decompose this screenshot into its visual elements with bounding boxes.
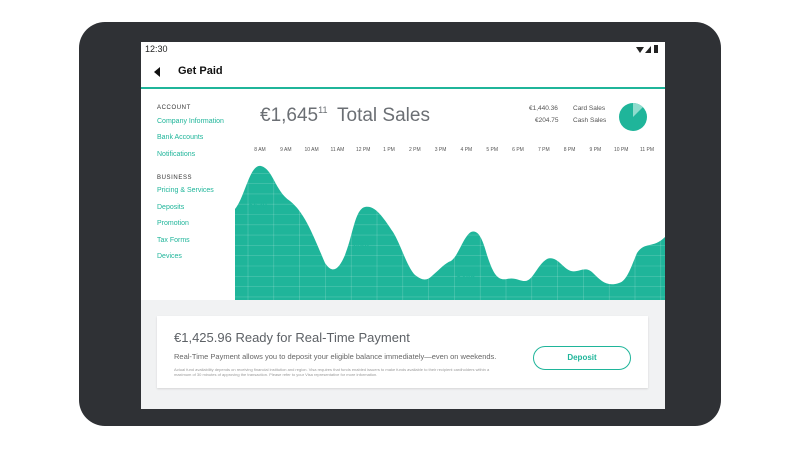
time-label: 4 PM [460, 147, 473, 153]
time-label: 10 PM [613, 147, 629, 153]
time-label: 12 PM [355, 147, 371, 153]
time-label: 11 PM [639, 147, 655, 153]
sidebar-item-devices[interactable]: Devices [157, 253, 182, 260]
time-label: 7 PM [537, 147, 550, 153]
legend-cash-sales-label: Cash Sales [573, 117, 607, 124]
time-label: 9 PM [589, 147, 602, 153]
total-sales-amount: €1,64511 [260, 105, 327, 127]
sales-area-chart [235, 157, 665, 300]
page-title: Get Paid [178, 65, 223, 77]
legend-cash-sales-value: €204.75 [535, 117, 559, 124]
time-label: 8 AM [254, 147, 266, 153]
peak-label-12pm: €382 [353, 240, 371, 249]
time-label: 9 AM [280, 147, 292, 153]
time-label: 5 PM [486, 147, 499, 153]
legend-cash-sales: €204.75 Cash Sales [529, 117, 609, 127]
total-sales-label: Total Sales [337, 105, 430, 126]
time-label: 10 AM [304, 147, 319, 153]
sales-area [235, 165, 665, 300]
sales-panel: €1,64511 Total Sales €1,440.36 Card Sale… [235, 89, 665, 300]
realtime-description: Real-Time Payment allows you to deposit … [174, 352, 497, 361]
sidebar-item-pricing-services[interactable]: Pricing & Services [157, 187, 214, 194]
sidebar-heading-account: ACCOUNT [157, 105, 191, 111]
signal-icon [645, 46, 651, 53]
sidebar-item-deposits[interactable]: Deposits [157, 204, 185, 211]
realtime-title: €1,425.96 Ready for Real-Time Payment [174, 330, 410, 345]
time-axis: 8 AM 9 AM 10 AM 11 AM 12 PM 1 PM 2 PM 3 PM 4 PM 5… [235, 146, 665, 156]
sidebar-item-bank-accounts[interactable]: Bank Accounts [157, 134, 204, 141]
sidebar-heading-business: BUSINESS [157, 175, 193, 181]
legend-card-sales-label: Card Sales [573, 105, 606, 112]
peak-label-4pm: €248 [457, 272, 475, 281]
time-label: 3 PM [434, 147, 447, 153]
wifi-icon [636, 47, 644, 53]
peak-label-8am: €539 [249, 201, 267, 210]
status-time: 12:30 [145, 44, 168, 54]
realtime-payment-card: €1,425.96 Ready for Real-Time Payment Re… [157, 316, 648, 388]
total-sales-main: €1,645 [260, 105, 319, 126]
status-bar: 12:30 [141, 42, 665, 56]
sidebar: ACCOUNT Company Information Bank Account… [141, 89, 235, 300]
sidebar-item-company-information[interactable]: Company Information [157, 118, 224, 125]
deposit-button[interactable]: Deposit [533, 346, 631, 370]
back-arrow-icon[interactable] [151, 65, 165, 79]
time-label: 11 AM [330, 147, 345, 153]
total-sales-cents: 11 [318, 105, 328, 115]
battery-icon [654, 45, 658, 53]
pie-slice-cash-sales [633, 103, 643, 117]
legend-card-sales-value: €1,440.36 [529, 105, 558, 112]
time-label: 1 PM [383, 147, 395, 153]
sidebar-item-notifications[interactable]: Notifications [157, 151, 196, 158]
time-label: 6 PM [512, 147, 524, 153]
realtime-fine-print: Actual fund availability depends on rece… [174, 367, 490, 377]
time-label: 2 PM [408, 147, 421, 153]
realtime-section: €1,425.96 Ready for Real-Time Payment Re… [141, 300, 665, 409]
app-screen: 12:30 Get Paid ACCOUNT Company Informati… [141, 42, 665, 409]
time-label: 8 PM [563, 147, 576, 153]
status-icons [636, 45, 658, 53]
sidebar-item-promotion[interactable]: Promotion [157, 220, 189, 227]
legend-card-sales: €1,440.36 Card Sales [529, 105, 609, 115]
app-bar: Get Paid [141, 56, 665, 89]
sales-pie-chart [619, 103, 647, 131]
sidebar-item-tax-forms[interactable]: Tax Forms [157, 237, 190, 244]
